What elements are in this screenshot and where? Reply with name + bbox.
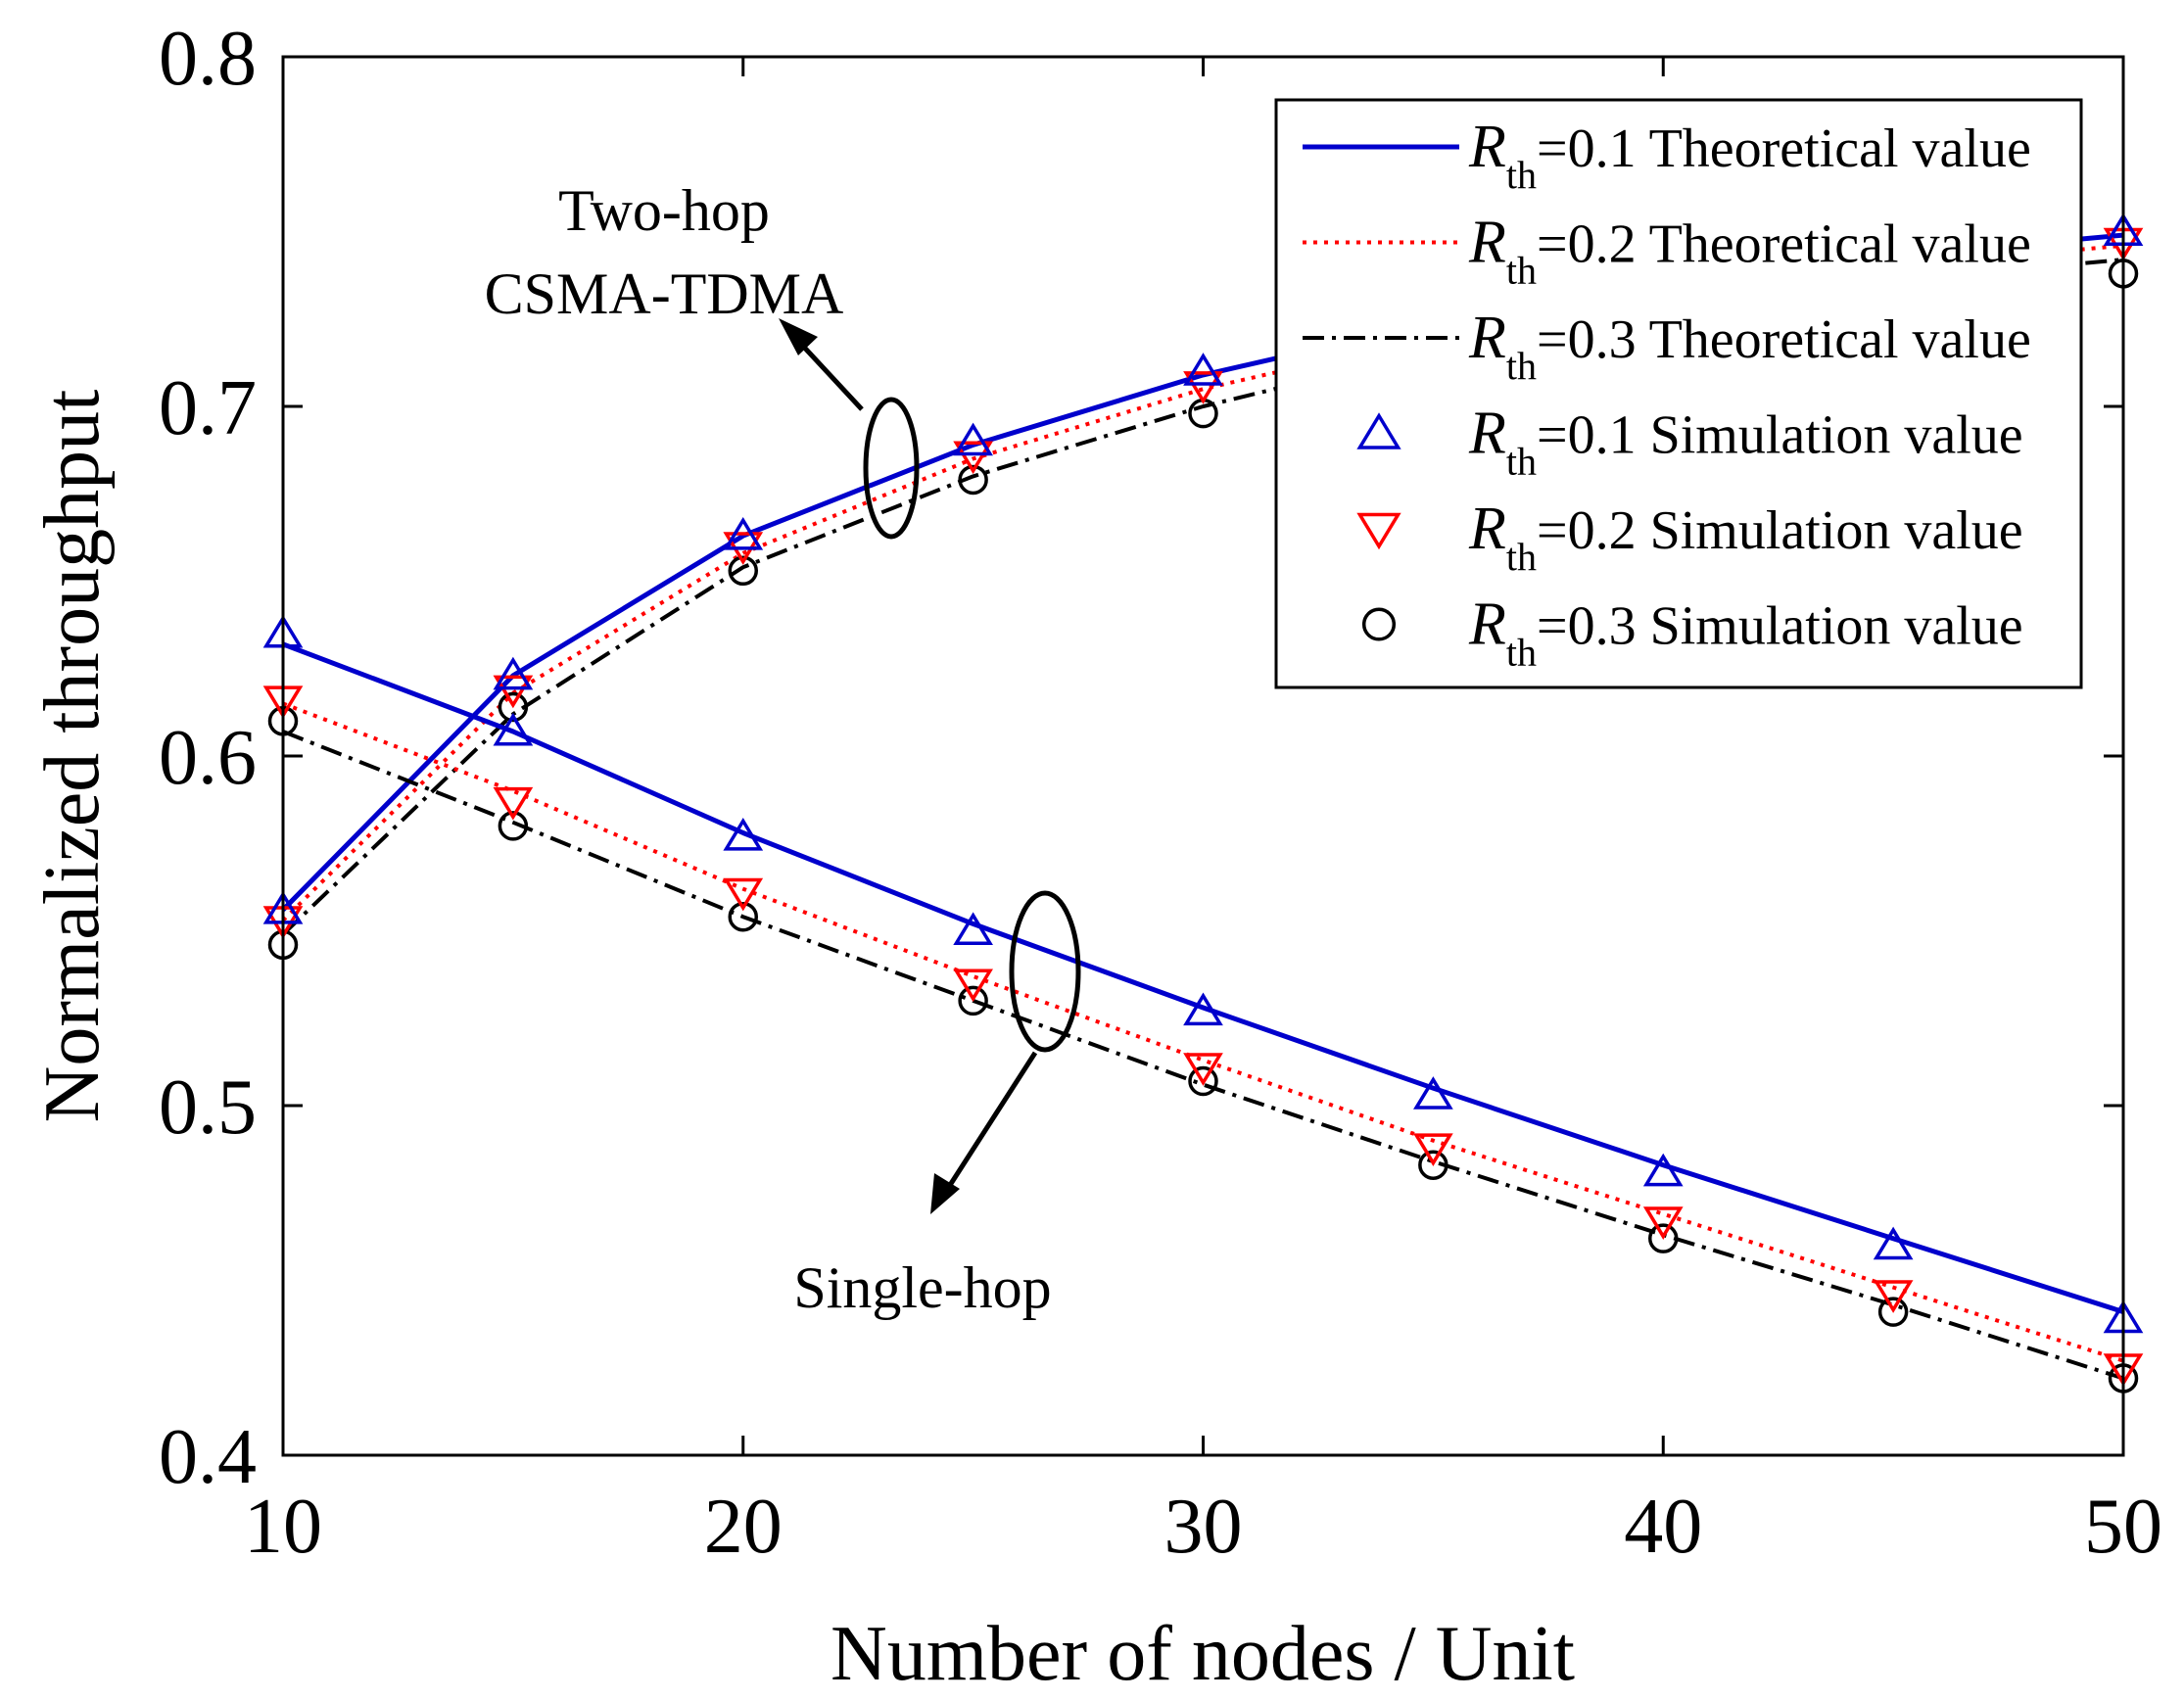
legend-entry-label: Rth=0.2 Theoretical value [1468, 210, 2031, 293]
single-hop-arrow [942, 1051, 1038, 1195]
single-hop-rth02-simulation-point [1642, 1206, 1684, 1240]
single-hop-rth03-simulation-point [728, 901, 758, 932]
two-hop-rth01-simulation-point [953, 422, 993, 456]
single-hop-arrowhead [930, 1173, 960, 1214]
y-tick-label: 0.6 [159, 715, 257, 801]
plot-frame [281, 55, 2125, 1457]
single-hop-rth02-simulation-point [953, 969, 993, 1003]
single-hop-rth03-simulation-point [958, 985, 988, 1016]
legend-entry-label: Rth=0.3 Theoretical value [1468, 305, 2031, 388]
x-tick-label: 10 [244, 1484, 322, 1570]
legend-entry-rth01-theoretical: Rth=0.1 Theoretical value [1303, 114, 2031, 197]
legend-marker-sample [1356, 512, 1401, 550]
single-hop-rth01-simulation-point [1642, 1153, 1684, 1187]
two-hop-rth03-simulation-point [958, 464, 988, 496]
x-tick-label: 50 [2084, 1484, 2162, 1570]
single-hop-rth02-simulation-point [723, 877, 764, 912]
legend-entry-label: Rth=0.1 Theoretical value [1468, 114, 2031, 197]
single-hop-rth03-simulation-point [1418, 1150, 1448, 1180]
two-hop-arrowhead [779, 318, 818, 355]
legend-entry-rth03-simulation: Rth=0.3 Simulation value [1361, 591, 2023, 675]
y-tick-label: 0.7 [159, 365, 257, 451]
single-hop-rth01-simulation-point [1183, 992, 1223, 1026]
single-hop-rth03-simulation-point [1648, 1223, 1679, 1253]
single-hop-rth01-simulation-point [1413, 1076, 1453, 1110]
single-hop-rth02-simulation-point [1183, 1053, 1223, 1086]
two-hop-label-line1: Two-hop [558, 178, 770, 243]
single-hop-rth02-theoretical-line [283, 701, 2123, 1363]
single-hop-annotation: Single-hop [793, 890, 1081, 1320]
legend: Rth=0.1 Theoretical value Rth=0.2 Theoret… [1274, 98, 2083, 689]
single-hop-rth01-simulation-point [1873, 1226, 1914, 1260]
legend-entry-label: Rth=0.2 Simulation value [1468, 496, 2023, 579]
single-hop-rth01-simulation-point [723, 817, 764, 851]
two-hop-arrow [796, 339, 864, 411]
single-hop-rth02-simulation-point [1873, 1280, 1914, 1313]
two-hop-rth03-simulation-point [498, 691, 529, 723]
two-hop-rth01-simulation-point [723, 516, 764, 550]
legend-entry-rth02-theoretical: Rth=0.2 Theoretical value [1303, 210, 2031, 293]
single-hop-rth03-simulation-point [498, 811, 529, 841]
two-hop-annotation: Two-hop CSMA-TDMA [485, 178, 920, 540]
legend-entry-label: Rth=0.3 Simulation value [1468, 591, 2023, 675]
single-hop-rth03-theoretical-line [283, 730, 2123, 1381]
two-hop-rth02-simulation-point [1183, 371, 1223, 404]
two-hop-label-line2: CSMA-TDMA [485, 261, 844, 326]
single-hop-label: Single-hop [793, 1255, 1051, 1320]
tick-labels: 10 20 30 40 50 0.4 0.5 0.6 0.7 0.8 [159, 16, 2162, 1570]
y-tick-label: 0.8 [159, 16, 257, 102]
single-hop-rth03-simulation-point [1877, 1297, 1909, 1327]
y-axis-label: Normalized throughput [29, 390, 116, 1123]
two-hop-ellipse [863, 397, 920, 540]
legend-entry-rth03-theoretical: Rth=0.3 Theoretical value [1303, 305, 2031, 388]
legend-marker-sample [1361, 607, 1397, 641]
legend-box [1274, 98, 2083, 689]
single-hop-rth02-simulation-point [493, 786, 534, 821]
single-hop-ellipse [1009, 890, 1081, 1053]
y-tick-label: 0.5 [159, 1064, 257, 1151]
two-hop-rth01-simulation-point [1183, 353, 1223, 386]
two-hop-rth02-simulation-point [953, 441, 993, 475]
single-hop-rth02-simulation-point [1413, 1133, 1453, 1166]
legend-entry-rth02-simulation: Rth=0.2 Simulation value [1356, 496, 2023, 579]
two-hop-rth02-simulation-point [493, 675, 534, 709]
x-axis-label: Number of nodes / Unit [831, 1611, 1575, 1697]
legend-entry-label: Rth=0.1 Simulation value [1468, 401, 2023, 484]
single-hop-rth01-theoretical-line [283, 641, 2123, 1314]
legend-entry-rth01-simulation: Rth=0.1 Simulation value [1356, 401, 2023, 484]
single-hop-rth01-simulation-point [953, 912, 993, 945]
y-tick-label: 0.4 [159, 1414, 257, 1500]
legend-marker-sample [1356, 412, 1401, 449]
single-hop-rth01-simulation-point [493, 712, 534, 746]
x-tick-label: 20 [704, 1484, 783, 1570]
two-hop-rth01-simulation-point [493, 656, 534, 690]
x-tick-label: 30 [1164, 1484, 1243, 1570]
two-hop-rth03-simulation-point [728, 555, 758, 587]
x-tick-label: 40 [1624, 1484, 1702, 1570]
single-hop-rth03-simulation-point [1188, 1065, 1218, 1097]
